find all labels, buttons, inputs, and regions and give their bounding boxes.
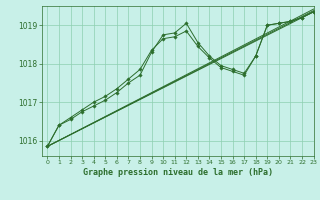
X-axis label: Graphe pression niveau de la mer (hPa): Graphe pression niveau de la mer (hPa) [83,168,273,177]
